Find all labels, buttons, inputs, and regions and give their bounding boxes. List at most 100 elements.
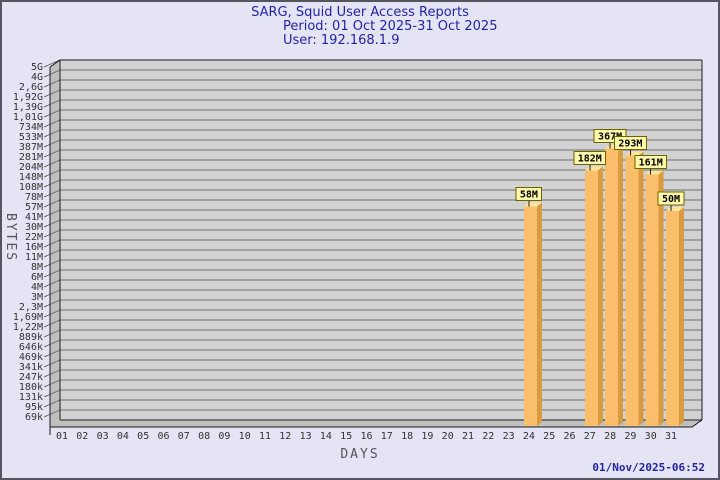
day-tick-label: 23 — [503, 431, 515, 442]
y-tick-label: 281M — [19, 152, 43, 163]
day-tick-label: 03 — [97, 431, 109, 442]
y-tick-mark — [43, 209, 61, 218]
bar-value-box — [614, 136, 647, 151]
bar-value-label: 293M — [618, 139, 642, 150]
y-tick-label: 387M — [19, 142, 43, 153]
y-tick-label: 533M — [19, 132, 43, 143]
y-tick-mark — [43, 239, 61, 248]
left-wall — [50, 60, 60, 427]
y-tick-label: 646k — [19, 342, 43, 353]
y-tick-label: 95k — [25, 402, 43, 413]
y-tick-mark — [43, 289, 61, 298]
day-tick-label: 24 — [523, 431, 535, 442]
y-tick-mark — [43, 189, 61, 198]
day-tick-label: 01 — [56, 431, 68, 442]
y-tick-mark — [43, 319, 61, 328]
bar-side — [658, 170, 664, 426]
y-tick-mark — [43, 79, 61, 88]
y-tick-label: 108M — [19, 182, 43, 193]
day-tick-label: 08 — [198, 431, 210, 442]
day-tick-label: 13 — [300, 431, 312, 442]
bar-value-label: 58M — [520, 189, 538, 200]
day-tick-label: 14 — [320, 431, 332, 442]
y-tick-label: 889k — [19, 332, 43, 343]
day-tick-label: 27 — [584, 431, 596, 442]
day-tick-label: 16 — [360, 431, 372, 442]
bar-value-label: 367M — [598, 132, 622, 143]
day-tick-label: 02 — [76, 431, 88, 442]
y-tick-mark — [43, 259, 61, 268]
axis-line — [49, 59, 61, 68]
day-tick-label: 26 — [563, 431, 575, 442]
y-tick-label: 1,92G — [13, 92, 43, 103]
y-tick-label: 8M — [31, 262, 43, 273]
bar-day-30 — [645, 174, 659, 426]
day-tick-label: 06 — [157, 431, 169, 442]
y-tick-mark — [43, 339, 61, 348]
y-tick-label: 11M — [25, 252, 43, 263]
day-tick-label: 21 — [462, 431, 474, 442]
day-tick-label: 19 — [421, 431, 433, 442]
y-tick-label: 341k — [19, 362, 43, 373]
y-tick-label: 5G — [31, 62, 43, 73]
bar-value-label: 182M — [578, 154, 602, 165]
y-tick-label: 22M — [25, 232, 43, 243]
x-axis-title: DAYS — [340, 447, 380, 462]
chart-user: User: 192.168.1.9 — [283, 33, 400, 48]
bar-day-27 — [584, 170, 598, 426]
y-tick-label: 16M — [25, 242, 43, 253]
bar-day-31 — [666, 210, 679, 426]
y-tick-mark — [43, 119, 61, 128]
y-tick-mark — [43, 219, 61, 228]
y-tick-mark — [43, 329, 61, 338]
generated-timestamp: 01/Nov/2025-06:52 — [592, 461, 705, 474]
y-tick-label: 204M — [19, 162, 43, 173]
y-tick-label: 2,3M — [19, 302, 43, 313]
y-tick-mark — [43, 159, 61, 168]
bar-value-box — [573, 151, 607, 166]
y-tick-mark — [43, 59, 61, 68]
y-tick-label: 69k — [25, 412, 43, 423]
y-tick-mark — [43, 299, 61, 308]
y-tick-mark — [43, 149, 61, 158]
y-tick-mark — [43, 169, 61, 178]
y-tick-label: 131k — [19, 392, 43, 403]
y-tick-mark — [43, 269, 61, 278]
y-tick-mark — [43, 369, 61, 378]
day-tick-label: 25 — [543, 431, 555, 442]
bar-day-24 — [523, 206, 537, 426]
day-tick-label: 12 — [279, 431, 291, 442]
day-tick-label: 28 — [604, 431, 616, 442]
y-tick-mark — [43, 139, 61, 148]
day-tick-label: 30 — [645, 431, 657, 442]
y-axis-title: BYTES — [3, 213, 18, 263]
y-tick-mark — [43, 279, 61, 288]
axis-line — [691, 419, 703, 428]
bar-side — [618, 144, 624, 427]
y-tick-mark — [43, 99, 61, 108]
floor — [50, 420, 702, 427]
y-tick-mark — [43, 109, 61, 118]
y-tick-label: 180k — [19, 382, 43, 393]
bar-value-box — [515, 186, 543, 201]
day-tick-label: 20 — [442, 431, 454, 442]
y-tick-mark — [43, 309, 61, 318]
day-tick-label: 11 — [259, 431, 271, 442]
bar-side — [597, 166, 603, 426]
y-tick-label: 57M — [25, 202, 43, 213]
day-tick-label: 22 — [482, 431, 494, 442]
bar-day-29 — [625, 155, 639, 426]
day-tick-label: 05 — [137, 431, 149, 442]
y-tick-mark — [43, 379, 61, 388]
bar-value-box — [657, 191, 685, 206]
y-tick-mark — [43, 389, 61, 398]
y-tick-label: 6M — [31, 272, 43, 283]
y-tick-label: 148M — [19, 172, 43, 183]
y-tick-mark — [43, 229, 61, 238]
y-tick-mark — [43, 179, 61, 188]
y-tick-mark — [43, 249, 61, 258]
y-tick-label: 1,01G — [13, 112, 43, 123]
bar-value-label: 161M — [639, 157, 663, 168]
day-tick-label: 31 — [665, 431, 677, 442]
